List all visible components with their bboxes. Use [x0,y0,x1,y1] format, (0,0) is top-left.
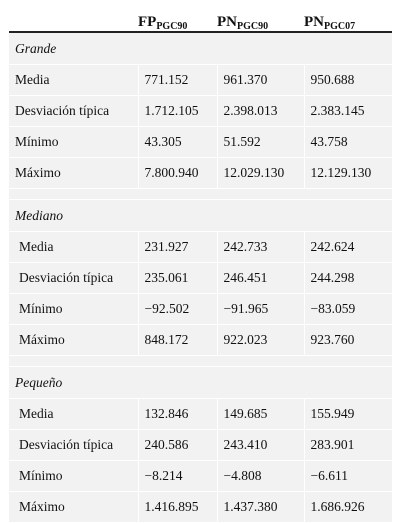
table-container: FPPGC90 PNPGC90 PNPGC07 Grande Media 771… [9,5,392,523]
table-cell: −4.808 [217,460,305,492]
section-spacer [9,355,392,367]
table-row: Máximo 1.416.895 1.437.380 1.686.926 [9,491,392,523]
column-header-pn-pgc90: PNPGC90 [217,5,304,33]
row-label: Mínimo [9,126,139,158]
table-row: Desviación típica 235.061 246.451 244.29… [9,262,392,294]
table-cell: 2.398.013 [217,95,305,127]
table-cell: 2.383.145 [304,95,392,127]
header-row: FPPGC90 PNPGC90 PNPGC07 [9,5,392,33]
column-header-pn-pgc07: PNPGC07 [304,5,392,33]
table-cell: 961.370 [217,64,305,96]
table-cell: 12.029.130 [217,157,305,189]
row-label: Media [9,64,139,96]
table-row: Media 132.846 149.685 155.949 [9,398,392,430]
table-cell: −91.965 [217,293,305,325]
row-label: Media [9,231,139,263]
table-cell: 43.305 [138,126,218,158]
table-cell: 1.686.926 [304,491,392,523]
table-cell: −6.611 [304,460,392,492]
table-cell: 1.416.895 [138,491,218,523]
row-label: Desviación típica [9,95,139,127]
table-cell: 242.733 [217,231,305,263]
table-cell: 244.298 [304,262,392,294]
table-row: Media 231.927 242.733 242.624 [9,231,392,263]
row-label: Mínimo [9,293,139,325]
table-row: Desviación típica 1.712.105 2.398.013 2.… [9,95,392,127]
table-row: Mínimo 43.305 51.592 43.758 [9,126,392,158]
table-cell: 243.410 [217,429,305,461]
table-cell: 149.685 [217,398,305,430]
table-cell: −8.214 [138,460,218,492]
row-label: Mínimo [9,460,139,492]
table-row: Mínimo −8.214 −4.808 −6.611 [9,460,392,492]
section-title: Mediano [9,199,392,232]
table-cell: 51.592 [217,126,305,158]
table-cell: 242.624 [304,231,392,263]
table-cell: 922.023 [217,324,305,356]
section-row-mediano: Mediano [9,199,392,232]
row-label: Máximo [9,157,139,189]
table-cell: 7.800.940 [138,157,218,189]
row-label: Media [9,398,139,430]
table-cell: 848.172 [138,324,218,356]
table-cell: 1.712.105 [138,95,218,127]
table-row: Desviación típica 240.586 243.410 283.90… [9,429,392,461]
table-cell: −83.059 [304,293,392,325]
table-cell: 283.901 [304,429,392,461]
table-row: Máximo 848.172 922.023 923.760 [9,324,392,356]
table-cell: 43.758 [304,126,392,158]
row-label: Máximo [9,491,139,523]
table-cell: 231.927 [138,231,218,263]
table-cell: 246.451 [217,262,305,294]
section-title: Pequeño [9,366,392,399]
row-label: Desviación típica [9,262,139,294]
section-spacer [9,188,392,200]
section-row-pequeno: Pequeño [9,366,392,399]
section-row-grande: Grande [9,32,392,65]
table-cell: 950.688 [304,64,392,96]
table-cell: 1.437.380 [217,491,305,523]
statistics-table: FPPGC90 PNPGC90 PNPGC07 Grande Media 771… [9,5,392,523]
table-row: Mínimo −92.502 −91.965 −83.059 [9,293,392,325]
table-row: Media 771.152 961.370 950.688 [9,64,392,96]
table-cell: 771.152 [138,64,218,96]
table-cell: 235.061 [138,262,218,294]
table-cell: −92.502 [138,293,218,325]
header-empty-cell [9,5,138,33]
table-cell: 923.760 [304,324,392,356]
spacer-cell [9,355,392,367]
table-cell: 132.846 [138,398,218,430]
table-row: Máximo 7.800.940 12.029.130 12.129.130 [9,157,392,189]
spacer-cell [9,188,392,200]
table-cell: 240.586 [138,429,218,461]
row-label: Desviación típica [9,429,139,461]
section-title: Grande [9,32,392,65]
table-cell: 155.949 [304,398,392,430]
table-cell: 12.129.130 [304,157,392,189]
row-label: Máximo [9,324,139,356]
column-header-fp-pgc90: FPPGC90 [138,5,217,33]
